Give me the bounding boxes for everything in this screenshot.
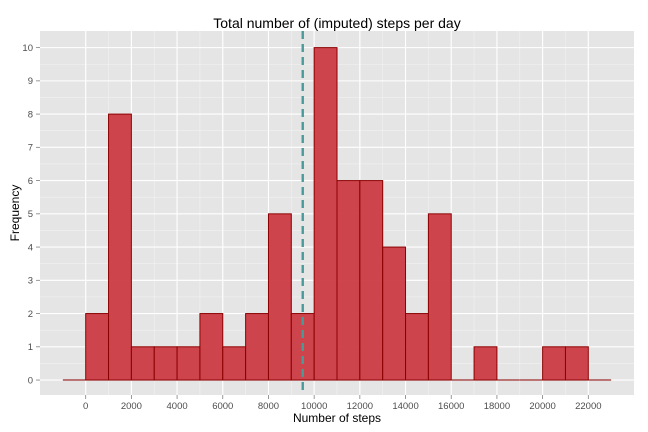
histogram-bar: [359, 180, 384, 381]
x-tick-label: 6000: [212, 401, 233, 412]
histogram-bar: [542, 346, 566, 381]
y-axis-label: Frequency: [8, 185, 22, 242]
y-tick-label: 4: [28, 242, 33, 253]
y-tick-label: 6: [28, 176, 33, 187]
y-tick-label: 1: [28, 342, 33, 353]
histogram-bar: [245, 313, 269, 381]
histogram-bar: [222, 346, 247, 381]
y-tick-label: 7: [28, 143, 33, 154]
bars: [62, 47, 612, 381]
x-axis-label: Number of steps: [293, 411, 381, 425]
histogram-bar: [405, 313, 429, 381]
y-axis: 0 1 2 3 4 5 6 7 8 9 10: [22, 43, 40, 386]
histogram-bar: [199, 313, 224, 381]
histogram-bar: [153, 346, 178, 381]
chart-title: Total number of (imputed) steps per day: [213, 15, 460, 31]
x-tick-label: 22000: [575, 401, 601, 412]
histogram-bar: [108, 113, 132, 381]
x-tick-label: 4000: [167, 401, 188, 412]
histogram-bar: [473, 346, 498, 381]
y-tick-label: 3: [28, 276, 33, 287]
histogram-bar: [85, 313, 110, 381]
x-tick-label: 16000: [438, 401, 464, 412]
histogram-bar: [336, 180, 361, 381]
x-tick-label: 2000: [121, 401, 142, 412]
histogram-bar: [130, 346, 155, 381]
histogram-bar: [176, 346, 201, 381]
x-tick-label: 18000: [484, 401, 510, 412]
x-tick-label: 20000: [529, 401, 555, 412]
histogram-bar: [564, 346, 589, 381]
x-axis: 0 2000 4000 6000 8000 10000 12000 14000 16000 180…: [83, 395, 602, 412]
x-tick-label: 12000: [347, 401, 373, 412]
y-tick-label: 10: [22, 43, 33, 54]
y-tick-label: 9: [28, 76, 33, 87]
histogram-bar: [427, 213, 452, 381]
y-tick-label: 2: [28, 309, 33, 320]
histogram-bar: [382, 246, 407, 381]
y-tick-label: 0: [28, 375, 33, 386]
histogram-bar: [313, 47, 338, 381]
y-tick-label: 8: [28, 109, 33, 120]
x-tick-label: 14000: [392, 401, 418, 412]
x-tick-label: 8000: [258, 401, 279, 412]
histogram-bar: [267, 213, 292, 381]
y-tick-label: 5: [28, 209, 33, 220]
x-tick-label: 10000: [301, 401, 327, 412]
x-tick-label: 0: [83, 401, 88, 412]
